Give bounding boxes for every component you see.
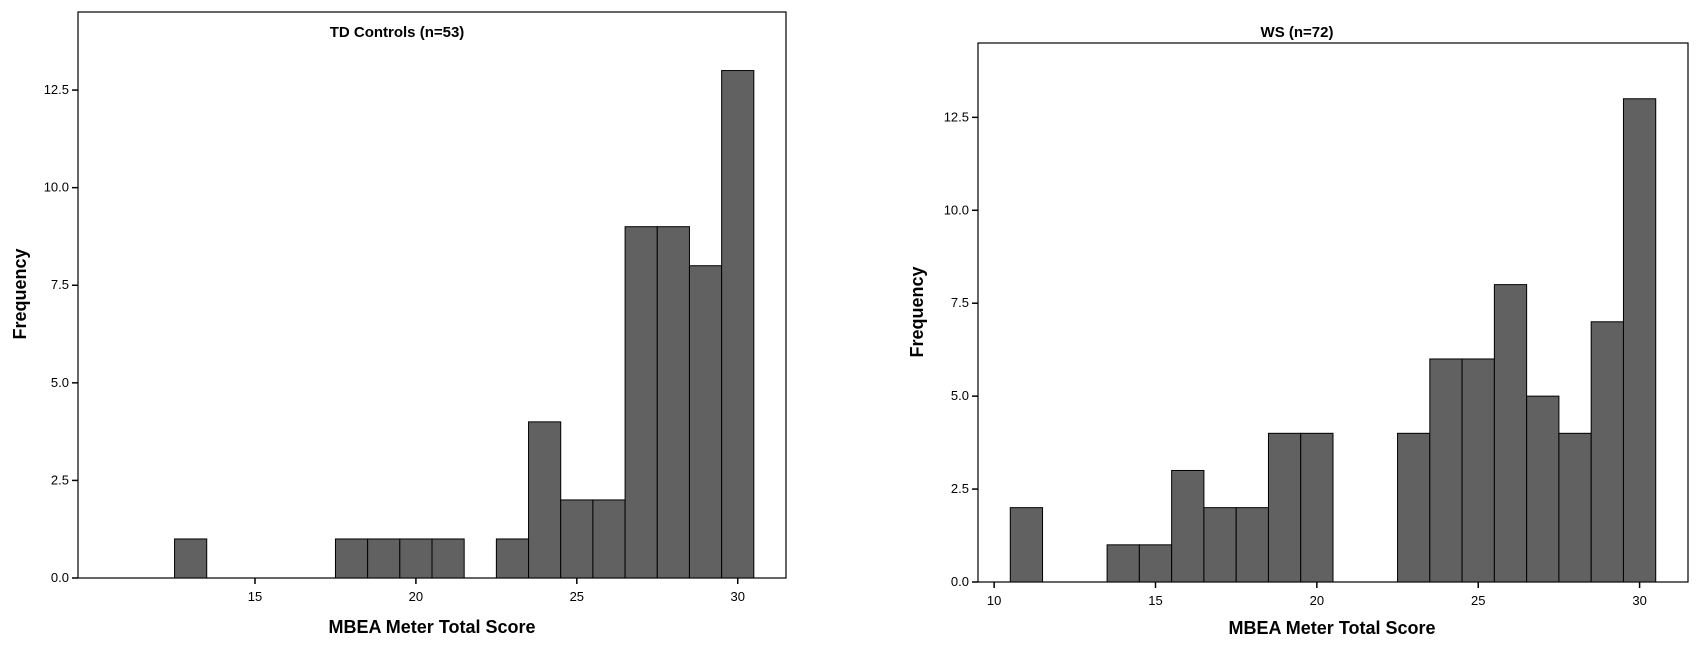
chart-title: WS (n=72): [1261, 24, 1334, 41]
histogram-bar: [1526, 395, 1560, 583]
histogram-bar: [334, 538, 369, 579]
histogram-bar: [1429, 358, 1463, 583]
x-tick-label: 20: [1310, 593, 1324, 608]
histogram-bar: [1300, 432, 1334, 583]
x-tick-label: 30: [1632, 593, 1646, 608]
histogram-bar: [721, 70, 755, 579]
histogram-bar: [1558, 432, 1592, 583]
histogram-bar: [1106, 544, 1140, 583]
histogram-bar: [592, 499, 626, 579]
x-tick-label: 25: [570, 589, 584, 604]
y-tick-label: 10.0: [44, 180, 69, 195]
histogram-bar: [1171, 469, 1205, 583]
histogram-bar: [495, 538, 530, 579]
histogram-td-controls: TD Controls (n=53) MBEA Meter Total Scor…: [10, 11, 787, 637]
y-axis-label: Frequency: [907, 266, 927, 357]
chart-title: TD Controls (n=53): [330, 24, 465, 41]
histogram-bar: [1138, 544, 1173, 583]
x-tick-label: 15: [248, 589, 262, 604]
histogram-ws: WS (n=72) MBEA Meter Total Score Frequen…: [907, 24, 1689, 638]
x-axis-label: MBEA Meter Total Score: [328, 617, 535, 637]
histogram-bar: [1461, 358, 1495, 583]
histogram-bar: [560, 499, 594, 579]
y-axis-label: Frequency: [10, 248, 30, 339]
y-tick-label: 12.5: [944, 109, 969, 124]
histogram-bar: [1397, 432, 1431, 583]
histogram-bar: [656, 226, 690, 579]
y-tick-label: 7.5: [951, 295, 969, 310]
histogram-bar: [431, 538, 465, 579]
histogram-bar: [1622, 98, 1657, 583]
y-tick-label: 2.5: [951, 481, 969, 496]
histogram-bar: [1009, 507, 1044, 583]
histogram-bar: [1493, 284, 1528, 583]
histogram-bar: [688, 265, 723, 579]
y-tick-label: 12.5: [44, 82, 69, 97]
histogram-bar: [624, 226, 658, 579]
y-tick-label: 0.0: [51, 570, 69, 585]
x-tick-label: 10: [987, 593, 1001, 608]
y-tick-label: 2.5: [51, 472, 69, 487]
x-tick-label: 15: [1148, 593, 1162, 608]
x-tick-label: 30: [730, 589, 744, 604]
y-tick-label: 5.0: [951, 388, 969, 403]
histogram-bar: [367, 538, 401, 579]
histogram-bar: [1203, 507, 1237, 583]
histogram-bar: [1235, 507, 1269, 583]
histogram-bar: [1590, 321, 1624, 583]
histogram-bar: [528, 421, 562, 579]
histogram-bar: [399, 538, 433, 579]
y-tick-label: 10.0: [944, 202, 969, 217]
y-tick-label: 5.0: [51, 375, 69, 390]
x-tick-label: 25: [1471, 593, 1485, 608]
x-tick-label: 20: [409, 589, 423, 604]
histogram-bar: [174, 538, 208, 579]
x-axis-label: MBEA Meter Total Score: [1228, 618, 1435, 638]
histogram-bar: [1267, 432, 1302, 583]
y-tick-label: 7.5: [51, 277, 69, 292]
y-tick-label: 0.0: [951, 574, 969, 589]
